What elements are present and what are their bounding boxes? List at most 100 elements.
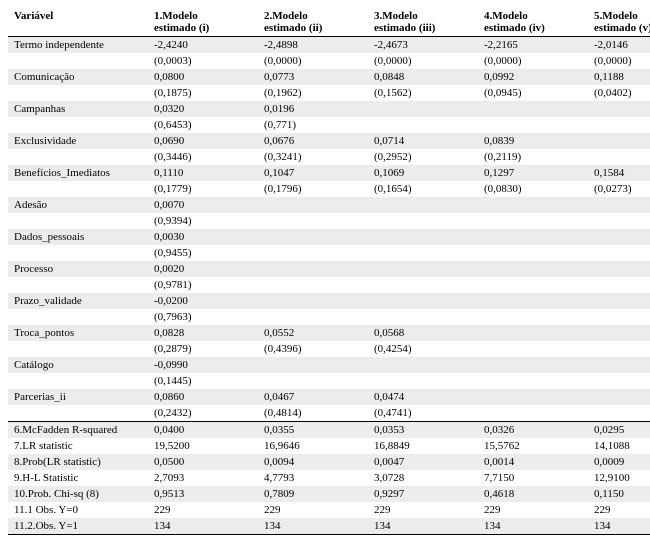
est-cell: [478, 389, 588, 405]
var-name: Prazo_validade: [8, 293, 148, 309]
pval-cell: [368, 277, 478, 293]
pval-cell: (0,4741): [368, 405, 478, 422]
est-cell: 0,1047: [258, 165, 368, 181]
est-cell: 0,1110: [148, 165, 258, 181]
summary-cell: 0,0400: [148, 422, 258, 439]
table-row: Termo independente-2,4240-2,4898-2,4673-…: [8, 37, 650, 54]
pval-cell: (0,0000): [258, 53, 368, 69]
var-name-blank: [8, 341, 148, 357]
pval-cell: [478, 341, 588, 357]
var-name-blank: [8, 373, 148, 389]
summary-row: 6.McFadden R-squared0,04000,03550,03530,…: [8, 422, 650, 439]
pval-cell: [588, 245, 650, 261]
table-row: Campanhas0,03200,0196: [8, 101, 650, 117]
var-name-blank: [8, 53, 148, 69]
est-cell: [478, 357, 588, 373]
table-row: (0,9781): [8, 277, 650, 293]
table-row: Dados_pessoais0,0030: [8, 229, 650, 245]
pval-cell: (0,1779): [148, 181, 258, 197]
est-cell: 0,1188: [588, 69, 650, 85]
pval-cell: (0,1875): [148, 85, 258, 101]
pval-cell: (0,0273): [588, 181, 650, 197]
summary-name: 8.Prob(LR statistic): [8, 454, 148, 470]
pval-cell: (0,4254): [368, 341, 478, 357]
summary-cell: 0,0009: [588, 454, 650, 470]
summary-cell: 0,1150: [588, 486, 650, 502]
pval-cell: [588, 309, 650, 325]
col-model-5-bot: estimado (v): [594, 22, 650, 34]
pval-cell: [368, 117, 478, 133]
pval-cell: [588, 117, 650, 133]
summary-cell: 15,5762: [478, 438, 588, 454]
est-cell: [478, 101, 588, 117]
summary-cell: 0,9513: [148, 486, 258, 502]
est-cell: [588, 293, 650, 309]
est-cell: [368, 261, 478, 277]
summary-cell: 3,0728: [368, 470, 478, 486]
table-row: Prazo_validade-0,0200: [8, 293, 650, 309]
var-name: Processo: [8, 261, 148, 277]
est-cell: [478, 229, 588, 245]
col-model-5: 5.Modelo estimado (v): [588, 8, 650, 37]
est-cell: [588, 389, 650, 405]
pval-cell: (0,1562): [368, 85, 478, 101]
pval-cell: [478, 405, 588, 422]
table-row: Catálogo-0,0990: [8, 357, 650, 373]
table-row: Comunicação0,08000,07730,08480,09920,118…: [8, 69, 650, 85]
pval-cell: (0,0000): [588, 53, 650, 69]
summary-name: 10.Prob. Chi-sq (8): [8, 486, 148, 502]
col-model-3-bot: estimado (iii): [374, 22, 472, 34]
pval-cell: [588, 405, 650, 422]
est-cell: 0,1297: [478, 165, 588, 181]
table-row: (0,2879)(0,4396)(0,4254): [8, 341, 650, 357]
var-name-blank: [8, 181, 148, 197]
est-cell: 0,0860: [148, 389, 258, 405]
est-cell: 0,0568: [368, 325, 478, 341]
summary-cell: 229: [478, 502, 588, 518]
table-row: (0,1779)(0,1796)(0,1654)(0,0830)(0,0273): [8, 181, 650, 197]
pval-cell: (0,9394): [148, 213, 258, 229]
col-model-2: 2.Modelo estimado (ii): [258, 8, 368, 37]
pval-cell: (0,2432): [148, 405, 258, 422]
var-name-blank: [8, 245, 148, 261]
pval-cell: [258, 309, 368, 325]
pval-cell: [258, 245, 368, 261]
summary-row: 9.H-L Statistic2,70934,77933,07287,71501…: [8, 470, 650, 486]
pval-cell: (0,1796): [258, 181, 368, 197]
est-cell: [258, 357, 368, 373]
var-name-blank: [8, 277, 148, 293]
summary-row: 7.LR statistic19,520016,964616,884915,57…: [8, 438, 650, 454]
est-cell: 0,0714: [368, 133, 478, 149]
table-row: (0,7963): [8, 309, 650, 325]
summary-row: 11.2.Obs. Y=1134134134134134: [8, 518, 650, 535]
pval-cell: (0,1445): [148, 373, 258, 389]
est-cell: [368, 229, 478, 245]
summary-cell: 134: [368, 518, 478, 535]
table-body: Termo independente-2,4240-2,4898-2,4673-…: [8, 37, 650, 535]
table-row: (0,2432)(0,4814)(0,4741): [8, 405, 650, 422]
est-cell: 0,0676: [258, 133, 368, 149]
summary-cell: 0,0295: [588, 422, 650, 439]
var-name-blank: [8, 213, 148, 229]
est-cell: [478, 197, 588, 213]
var-name: Benefícios_Imediatos: [8, 165, 148, 181]
table-row: (0,9394): [8, 213, 650, 229]
var-name: Exclusividade: [8, 133, 148, 149]
est-cell: 0,0020: [148, 261, 258, 277]
est-cell: -2,2165: [478, 37, 588, 54]
col-model-3-top: 3.Modelo: [374, 10, 472, 22]
table-row: (0,1445): [8, 373, 650, 389]
pval-cell: [368, 213, 478, 229]
table-row: (0,9455): [8, 245, 650, 261]
pval-cell: (0,0000): [368, 53, 478, 69]
est-cell: 0,0467: [258, 389, 368, 405]
est-cell: [588, 133, 650, 149]
est-cell: 0,1069: [368, 165, 478, 181]
summary-cell: 134: [478, 518, 588, 535]
pval-cell: [258, 277, 368, 293]
summary-cell: 0,0094: [258, 454, 368, 470]
pval-cell: (0,4814): [258, 405, 368, 422]
summary-cell: 0,0353: [368, 422, 478, 439]
summary-cell: 134: [588, 518, 650, 535]
est-cell: [478, 261, 588, 277]
